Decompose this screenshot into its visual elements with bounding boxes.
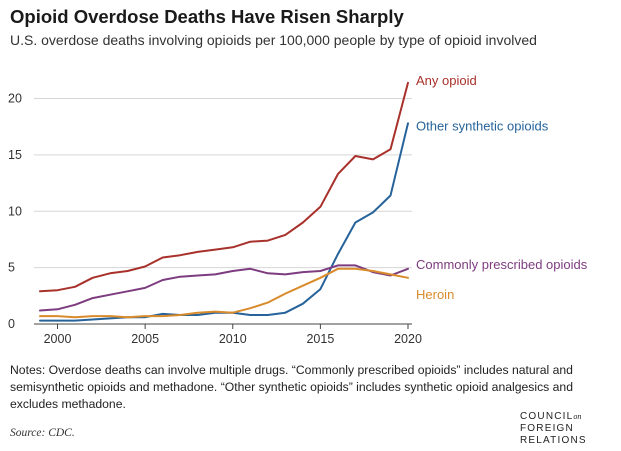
x-tick-label: 2010 xyxy=(219,332,247,346)
x-tick-label: 2015 xyxy=(306,332,334,346)
series-line-other-synthetic-opioids xyxy=(39,122,409,322)
cfr-logo: COUNCILon FOREIGN RELATIONS xyxy=(520,411,587,447)
y-tick-label: 20 xyxy=(8,92,22,106)
logo-line-1: COUNCIL xyxy=(520,411,574,422)
logo-line-2: FOREIGN xyxy=(520,423,574,434)
grid-lines xyxy=(34,98,412,269)
series-line-heroin xyxy=(39,267,409,319)
series-line-commonly-prescribed-opioids xyxy=(39,264,409,312)
series-label-any-opioid: Any opioid xyxy=(416,73,477,88)
series-label-other-synthetic-opioids: Other synthetic opioids xyxy=(416,118,549,133)
logo-line-3: RELATIONS xyxy=(520,435,587,446)
chart-notes: Notes: Overdose deaths can involve multi… xyxy=(10,363,573,411)
logo-line-1-suffix: on xyxy=(573,412,582,421)
axes: 0 5 10 15 20 2000 2005 2010 2015 2020 xyxy=(8,92,422,346)
x-tick-label: 2020 xyxy=(394,332,422,346)
chart-source: Source: CDC. xyxy=(10,427,75,439)
series-label-heroin: Heroin xyxy=(416,287,454,302)
chart-title: Opioid Overdose Deaths Have Risen Sharpl… xyxy=(10,6,404,27)
y-tick-label: 15 xyxy=(8,148,22,162)
y-tick-label: 0 xyxy=(8,317,15,331)
x-tick-label: 2000 xyxy=(44,332,72,346)
chart-subtitle: U.S. overdose deaths involving opioids p… xyxy=(10,32,537,48)
x-tick-label: 2005 xyxy=(131,332,159,346)
y-tick-label: 10 xyxy=(8,204,22,218)
line-chart: 0 5 10 15 20 2000 2005 2010 2015 2020 Any opioid O… xyxy=(8,73,588,346)
series-labels: Any opioid Other synthetic opioids Commonl… xyxy=(416,73,588,302)
series-lines xyxy=(39,81,409,322)
y-tick-label: 5 xyxy=(8,261,15,275)
series-line-any-opioid xyxy=(39,81,409,293)
series-label-commonly-prescribed-opioids: Commonly prescribed opioids xyxy=(416,257,588,272)
